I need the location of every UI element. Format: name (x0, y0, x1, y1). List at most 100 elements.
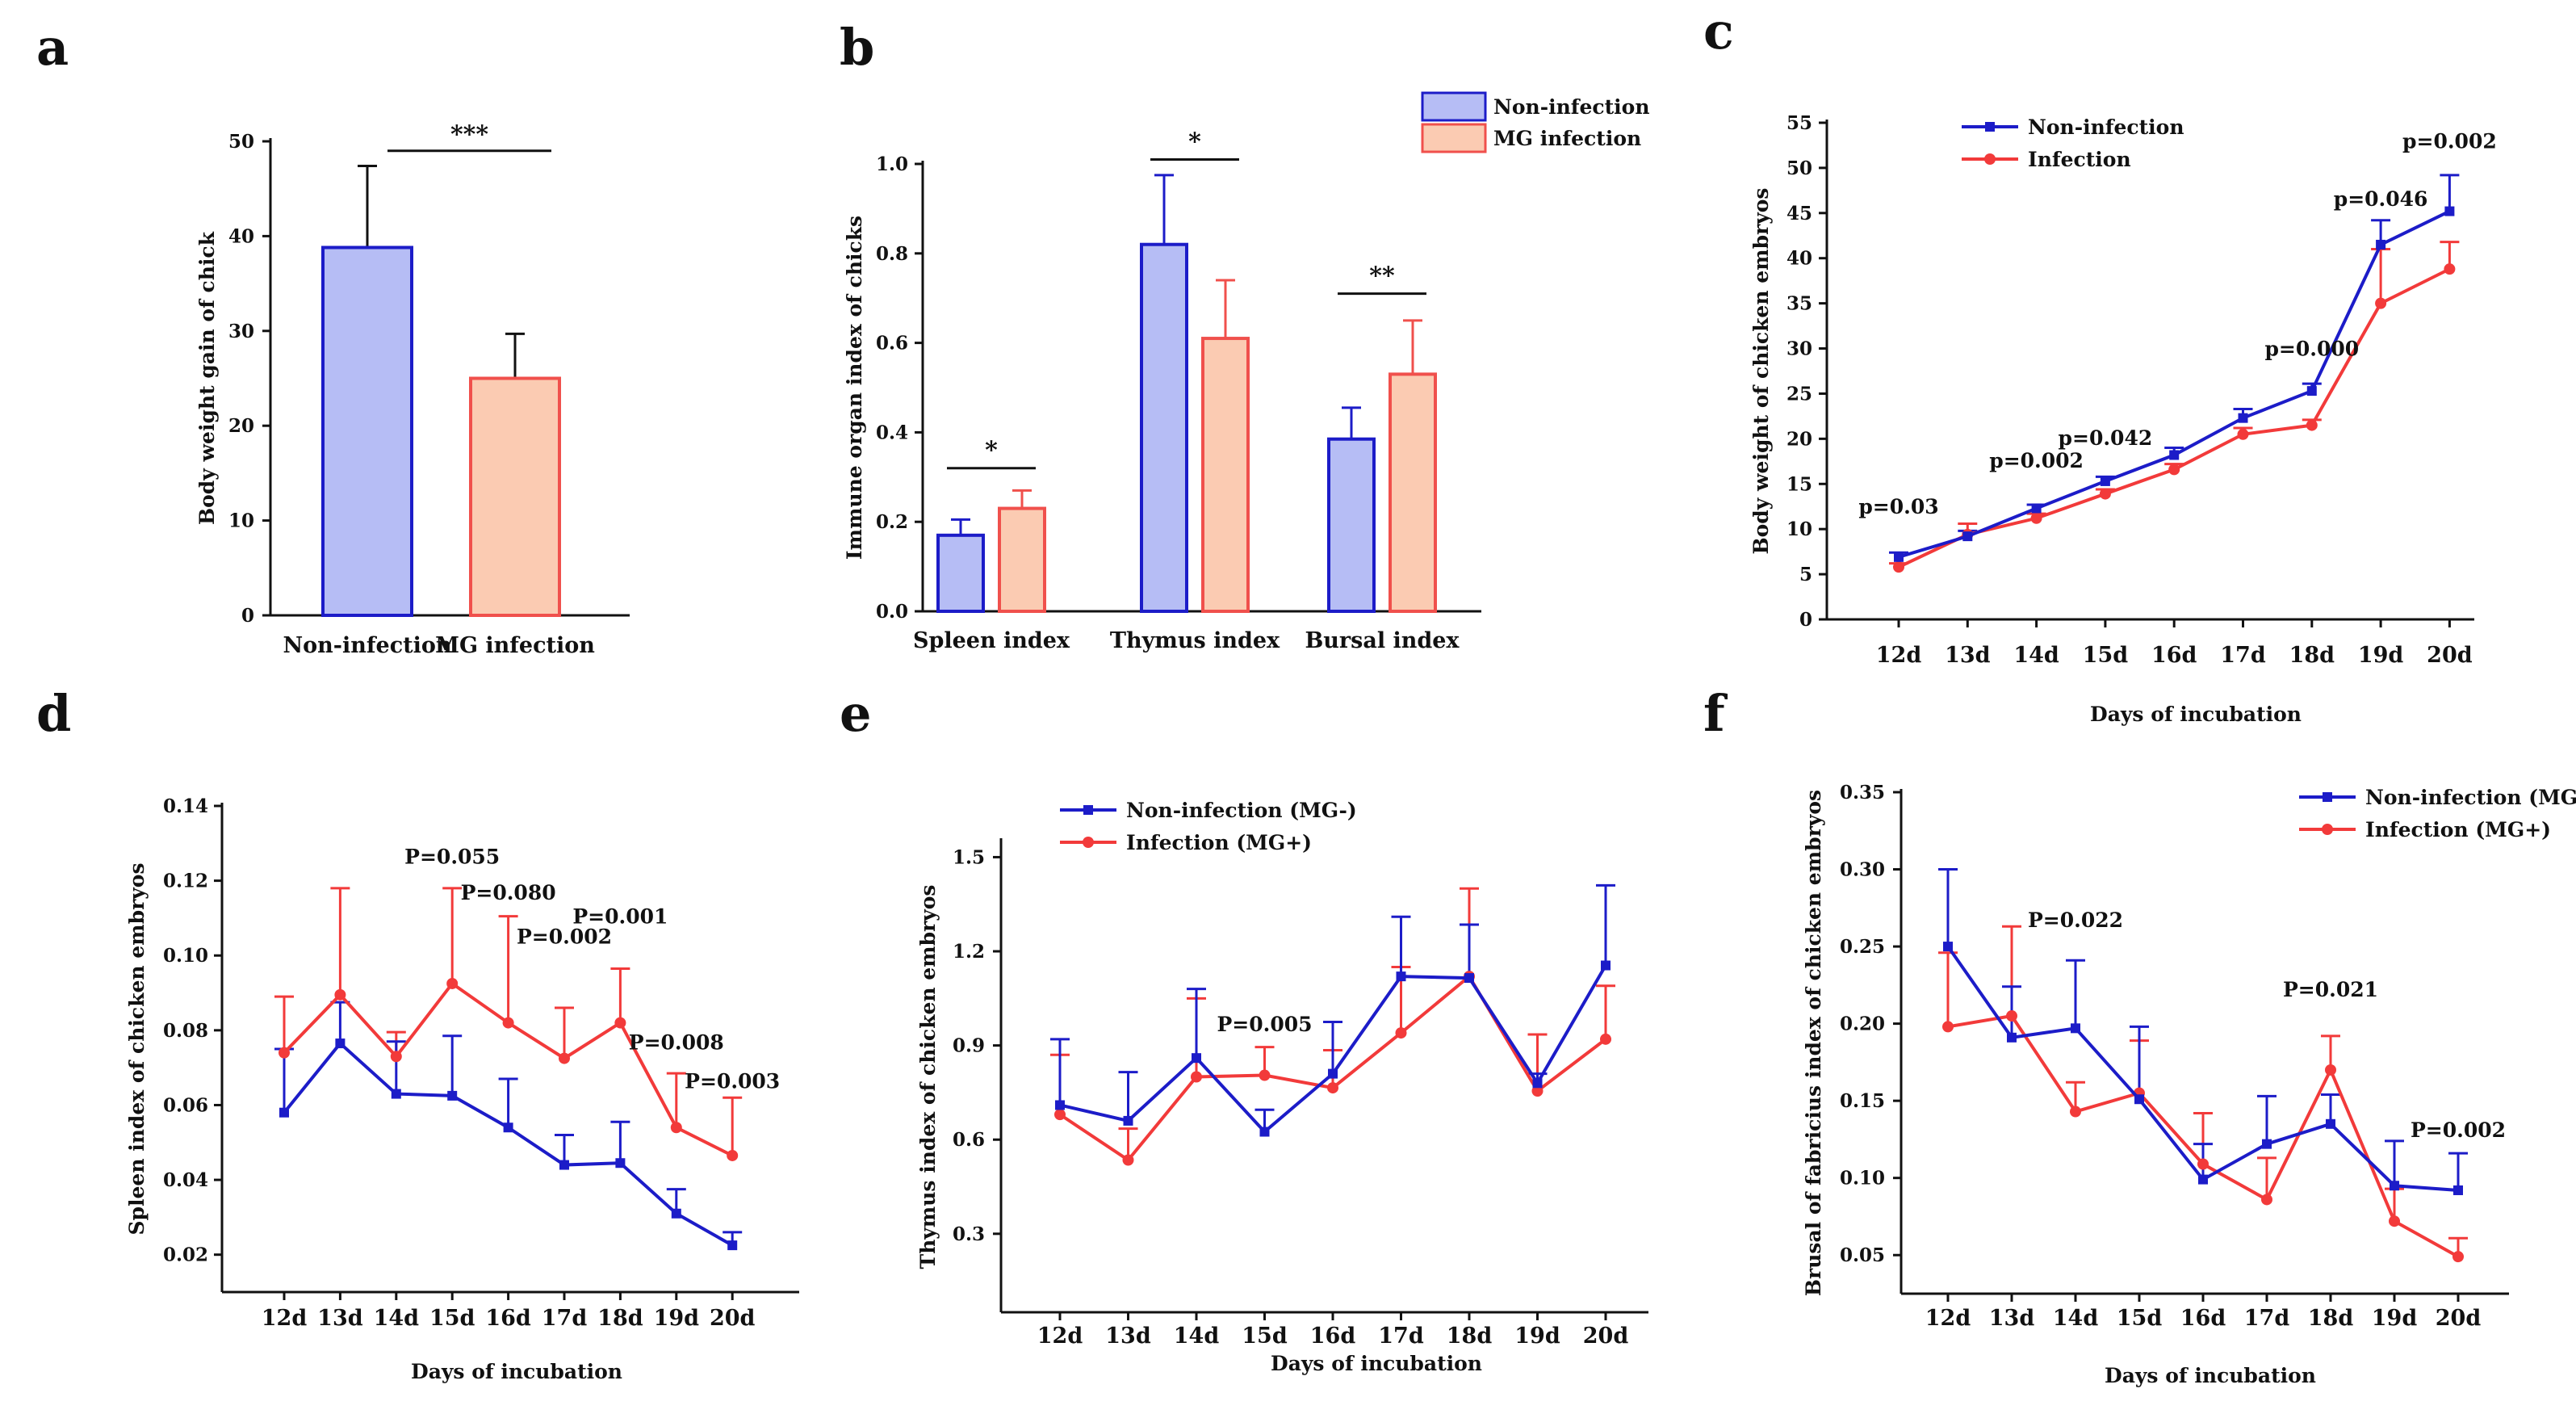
data-point (502, 1017, 514, 1029)
legend-label: Non-infection (1493, 95, 1650, 119)
data-point (1055, 1100, 1065, 1110)
series-line (283, 1041, 734, 1247)
p-value-label: P=0.003 (685, 1070, 780, 1093)
y-axis-title: Thymus index of chicken embryos (916, 884, 940, 1269)
y-tick-label: 0.6 (953, 1129, 985, 1151)
data-point (2262, 1139, 2272, 1149)
legend-label: Non-infection (MG-) (2365, 786, 2576, 809)
y-tick-label: 0.10 (1840, 1168, 1885, 1190)
data-point (2100, 476, 2110, 486)
legend-marker (1984, 153, 1996, 165)
data-point (1192, 1053, 1201, 1064)
significance-label: *** (450, 121, 488, 149)
data-point (1893, 561, 1904, 573)
legend-label: Non-infection (2028, 115, 2184, 139)
legend-marker (1083, 837, 1094, 848)
y-tick-label: 0.9 (953, 1035, 985, 1057)
y-tick-label: 10 (228, 510, 254, 532)
x-tick-label: 16d (2151, 643, 2197, 668)
y-tick-label: 0.20 (1840, 1013, 1885, 1035)
y-tick-label: 0.14 (163, 795, 208, 817)
p-value-label: p=0.002 (1989, 449, 2084, 472)
legend-marker (1985, 122, 1995, 132)
x-tick-label: 19d (654, 1306, 700, 1331)
y-tick-label: 0.3 (953, 1223, 985, 1245)
data-point (2007, 1032, 2017, 1043)
x-tick-label: 18d (2308, 1306, 2354, 1331)
x-tick-label: 17d (2220, 643, 2266, 668)
data-point (559, 1160, 569, 1170)
p-value-label: P=0.021 (2283, 978, 2378, 1001)
y-tick-label: 0.30 (1840, 859, 1885, 881)
p-value-label: P=0.002 (2411, 1118, 2506, 1142)
y-tick-label: 0.2 (876, 511, 908, 533)
data-point (1191, 1071, 1202, 1083)
y-tick-label: 0.0 (876, 601, 908, 623)
panel-label: d (36, 684, 71, 743)
x-tick-label: 14d (1174, 1324, 1220, 1349)
y-tick-label: 0.4 (876, 422, 908, 443)
data-point (1396, 971, 1406, 982)
x-tick-label: 18d (597, 1306, 643, 1331)
y-tick-label: 1.2 (953, 941, 985, 963)
p-value-label: P=0.055 (404, 845, 500, 868)
y-tick-label: 30 (1786, 338, 1812, 360)
data-point (2390, 1181, 2399, 1191)
y-tick-label: 40 (228, 225, 254, 247)
y-tick-label: 20 (228, 415, 254, 437)
x-tick-label: 19d (1514, 1324, 1560, 1349)
x-tick-label: 17d (1378, 1324, 1424, 1349)
legend-label: Non-infection (MG-) (1126, 799, 1357, 822)
legend-label: MG infection (1493, 127, 1641, 150)
y-tick-label: 0 (1799, 609, 1812, 631)
bar (469, 376, 561, 617)
data-point (671, 1208, 681, 1219)
legend-swatch (1421, 91, 1487, 122)
data-point (1259, 1069, 1271, 1081)
data-point (2376, 239, 2386, 250)
data-point (2134, 1094, 2144, 1105)
y-tick-label: 1.0 (876, 153, 908, 175)
data-point (2168, 464, 2180, 476)
x-tick-label: 16d (2180, 1306, 2226, 1331)
data-point (447, 1090, 458, 1101)
x-axis-title: Days of incubation (2090, 703, 2302, 726)
x-axis-title: Days of incubation (411, 1360, 622, 1383)
legend-swatch (1421, 123, 1487, 153)
y-tick-label: 0.06 (163, 1094, 208, 1116)
data-point (2444, 263, 2456, 275)
series-line (1898, 209, 2451, 559)
panel-label: a (36, 18, 69, 77)
legend-label: Infection (MG+) (1126, 831, 1312, 854)
data-point (2070, 1106, 2081, 1118)
panel-label: b (840, 18, 874, 77)
x-tick-label: Bursal index (1305, 628, 1460, 653)
data-point (1395, 1027, 1407, 1039)
data-point (2452, 1251, 2464, 1263)
x-tick-label: 13d (1945, 643, 1991, 668)
legend-marker (2322, 824, 2333, 835)
x-tick-label: 20d (2436, 1306, 2482, 1331)
significance-label: ** (1369, 262, 1395, 291)
panel-label: e (840, 684, 871, 743)
x-tick-label: 12d (1876, 643, 1922, 668)
x-tick-label: 16d (485, 1306, 531, 1331)
data-point (1894, 552, 1904, 562)
data-point (334, 988, 346, 1001)
data-point (1601, 960, 1611, 971)
y-tick-label: 50 (228, 131, 254, 153)
y-tick-label: 20 (1786, 428, 1812, 450)
data-point (1600, 1033, 1611, 1045)
data-point (446, 977, 459, 989)
series-line (1898, 267, 2451, 569)
panel-label: c (1703, 2, 1734, 61)
data-point (2237, 428, 2249, 440)
data-point (279, 1107, 289, 1118)
data-point (2306, 419, 2318, 431)
data-point (2325, 1064, 2336, 1076)
legend-label: Infection (MG+) (2365, 818, 2551, 841)
y-tick-label: 0.12 (163, 871, 208, 892)
p-value-label: p=0.000 (2264, 337, 2359, 360)
data-point (1328, 1068, 1338, 1079)
